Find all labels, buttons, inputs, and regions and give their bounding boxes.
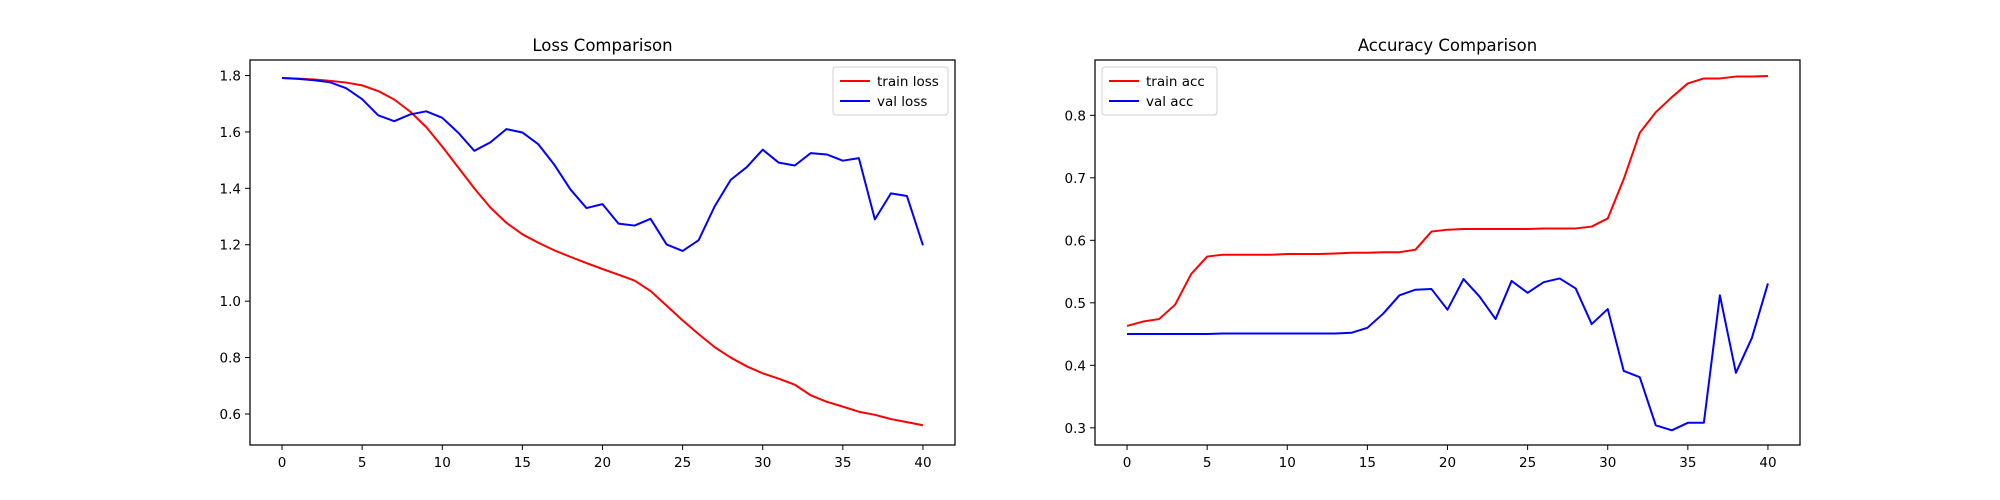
loss-x-tick-label: 35 bbox=[834, 455, 851, 471]
loss-x-tick-label: 0 bbox=[278, 455, 287, 471]
loss-chart-title: Loss Comparison bbox=[532, 36, 672, 55]
loss-x-tick-label: 30 bbox=[754, 455, 771, 471]
loss-x-tick-label: 25 bbox=[674, 455, 691, 471]
accuracy-y-tick-label: 0.8 bbox=[1065, 108, 1086, 124]
accuracy-x-tick-label: 25 bbox=[1519, 455, 1536, 471]
loss-x-tick-label: 15 bbox=[514, 455, 531, 471]
accuracy-legend-label-val-acc: val acc bbox=[1146, 94, 1193, 110]
accuracy-series-line-val-acc bbox=[1127, 277, 1769, 432]
accuracy-legend-label-train-acc: train acc bbox=[1146, 74, 1205, 90]
loss-plot-area bbox=[249, 59, 956, 446]
loss-y-tick-label: 1.2 bbox=[220, 238, 241, 254]
accuracy-y-tick-label: 0.3 bbox=[1065, 421, 1086, 437]
accuracy-x-tick-label: 20 bbox=[1439, 455, 1456, 471]
accuracy-axes-frame bbox=[1094, 59, 1801, 446]
loss-y-tick-label: 0.8 bbox=[220, 351, 241, 367]
loss-x-axis: 0 5 10 15 20 25 30 35 40 bbox=[278, 445, 932, 471]
loss-y-tick-label: 1.8 bbox=[220, 69, 241, 85]
loss-y-tick-label: 1.6 bbox=[220, 125, 241, 141]
accuracy-y-tick-label: 0.5 bbox=[1065, 296, 1086, 312]
accuracy-series-line-train-acc bbox=[1126, 74, 1768, 327]
loss-legend-box bbox=[832, 66, 949, 116]
accuracy-comparison-chart: Accuracy Comparison 0 5 10 15 20 25 30 35 40 0.3… bbox=[1065, 36, 1801, 471]
accuracy-x-tick-label: 35 bbox=[1679, 455, 1696, 471]
loss-series-line-val-loss bbox=[281, 77, 924, 252]
accuracy-plot-area bbox=[1094, 59, 1801, 446]
accuracy-x-tick-label: 15 bbox=[1359, 455, 1376, 471]
loss-y-tick-label: 1.4 bbox=[220, 181, 241, 197]
loss-x-tick-label: 10 bbox=[434, 455, 451, 471]
accuracy-x-tick-label: 40 bbox=[1759, 455, 1776, 471]
accuracy-y-tick-label: 0.4 bbox=[1065, 358, 1086, 374]
accuracy-x-axis: 0 5 10 15 20 25 30 35 40 bbox=[1123, 445, 1777, 471]
loss-x-tick-label: 5 bbox=[358, 455, 367, 471]
loss-x-tick-label: 40 bbox=[914, 455, 931, 471]
accuracy-y-tick-label: 0.7 bbox=[1065, 171, 1086, 187]
loss-y-axis: 0.6 0.8 1.0 1.2 1.4 1.6 1.8 bbox=[220, 69, 250, 423]
loss-comparison-chart: Loss Comparison 0 5 10 15 20 25 30 35 40 0.6 0.8 1… bbox=[220, 36, 956, 471]
accuracy-x-tick-label: 5 bbox=[1203, 455, 1212, 471]
accuracy-chart-title: Accuracy Comparison bbox=[1358, 36, 1537, 55]
loss-legend-label-train-loss: train loss bbox=[877, 74, 939, 90]
loss-x-tick-label: 20 bbox=[594, 455, 611, 471]
accuracy-x-tick-label: 30 bbox=[1599, 455, 1616, 471]
loss-axes-frame bbox=[249, 59, 956, 446]
loss-series-line-train-loss bbox=[282, 77, 924, 427]
accuracy-y-axis: 0.3 0.4 0.5 0.6 0.7 0.8 bbox=[1065, 108, 1095, 437]
accuracy-x-tick-label: 10 bbox=[1279, 455, 1296, 471]
accuracy-legend-box bbox=[1101, 66, 1218, 116]
accuracy-legend: train acc val acc bbox=[1101, 66, 1218, 116]
loss-legend: train loss val loss bbox=[832, 66, 949, 116]
loss-legend-label-val-loss: val loss bbox=[877, 94, 927, 110]
accuracy-y-tick-label: 0.6 bbox=[1065, 233, 1086, 249]
loss-y-tick-label: 1.0 bbox=[220, 294, 241, 310]
accuracy-x-tick-label: 0 bbox=[1123, 455, 1132, 471]
loss-y-tick-label: 0.6 bbox=[220, 407, 241, 423]
